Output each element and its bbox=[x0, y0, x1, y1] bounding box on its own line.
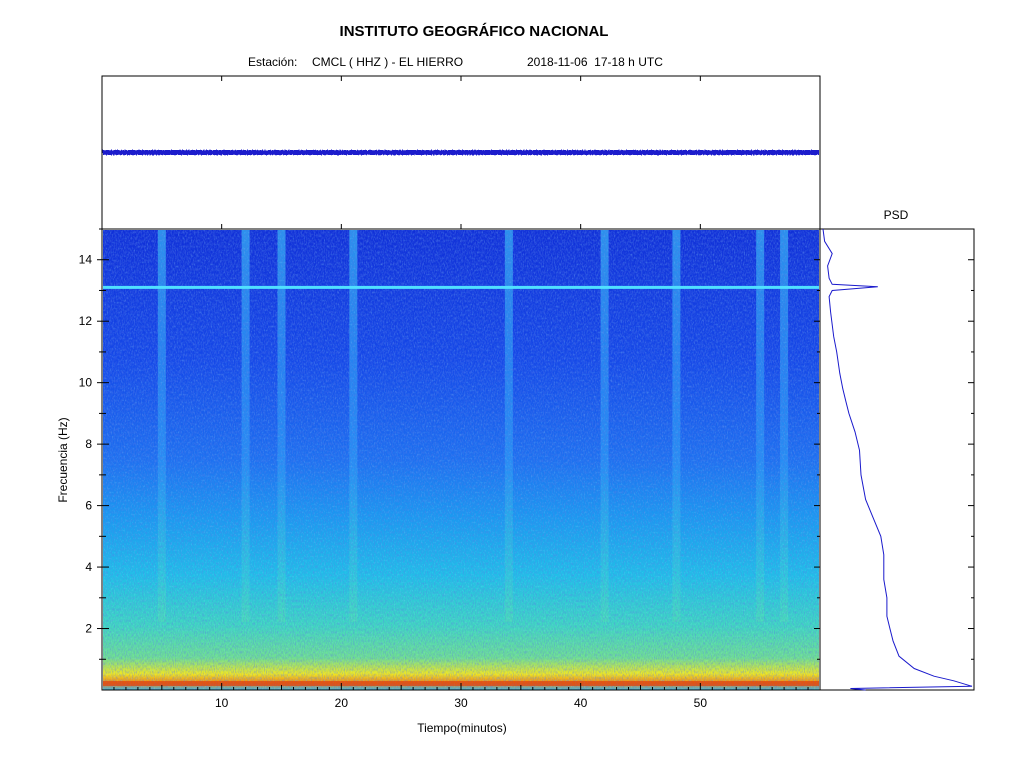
persistent-frequency-line bbox=[103, 285, 819, 289]
x-axis-label: Tiempo(minutos) bbox=[417, 721, 507, 735]
y-tick-label: 10 bbox=[79, 376, 93, 390]
y-axis-label: Frecuencia (Hz) bbox=[56, 417, 70, 502]
spectrogram-image bbox=[103, 230, 819, 690]
y-tick-label: 4 bbox=[85, 560, 92, 574]
seismogram-ticks bbox=[221, 76, 701, 229]
y-tick-label: 2 bbox=[85, 622, 92, 636]
station-label: Estación: bbox=[248, 55, 298, 69]
x-tick-label: 40 bbox=[574, 696, 588, 710]
station-name: CMCL ( HHZ ) - EL HIERRO bbox=[312, 55, 464, 69]
x-tick-label: 10 bbox=[215, 696, 229, 710]
x-tick-label: 50 bbox=[694, 696, 708, 710]
y-tick-label: 12 bbox=[79, 314, 93, 328]
psd-line bbox=[822, 228, 973, 691]
psd-frame bbox=[819, 228, 975, 691]
datetime-label: 2018-11-06 17-18 h UTC bbox=[527, 55, 663, 69]
x-tick-label: 20 bbox=[335, 696, 349, 710]
seismogram-trace bbox=[103, 150, 819, 155]
page-title: INSTITUTO GEOGRÁFICO NACIONAL bbox=[339, 23, 609, 40]
y-tick-label: 14 bbox=[79, 253, 93, 267]
psd-title: PSD bbox=[884, 208, 909, 222]
spectrogram-axes: 10 20 30 40 50 2 4 6 8 10 12 14 bbox=[79, 228, 820, 710]
y-tick-label: 6 bbox=[85, 499, 92, 513]
y-tick-label: 8 bbox=[85, 437, 92, 451]
psd-ticks bbox=[968, 228, 974, 660]
x-tick-label: 30 bbox=[454, 696, 468, 710]
